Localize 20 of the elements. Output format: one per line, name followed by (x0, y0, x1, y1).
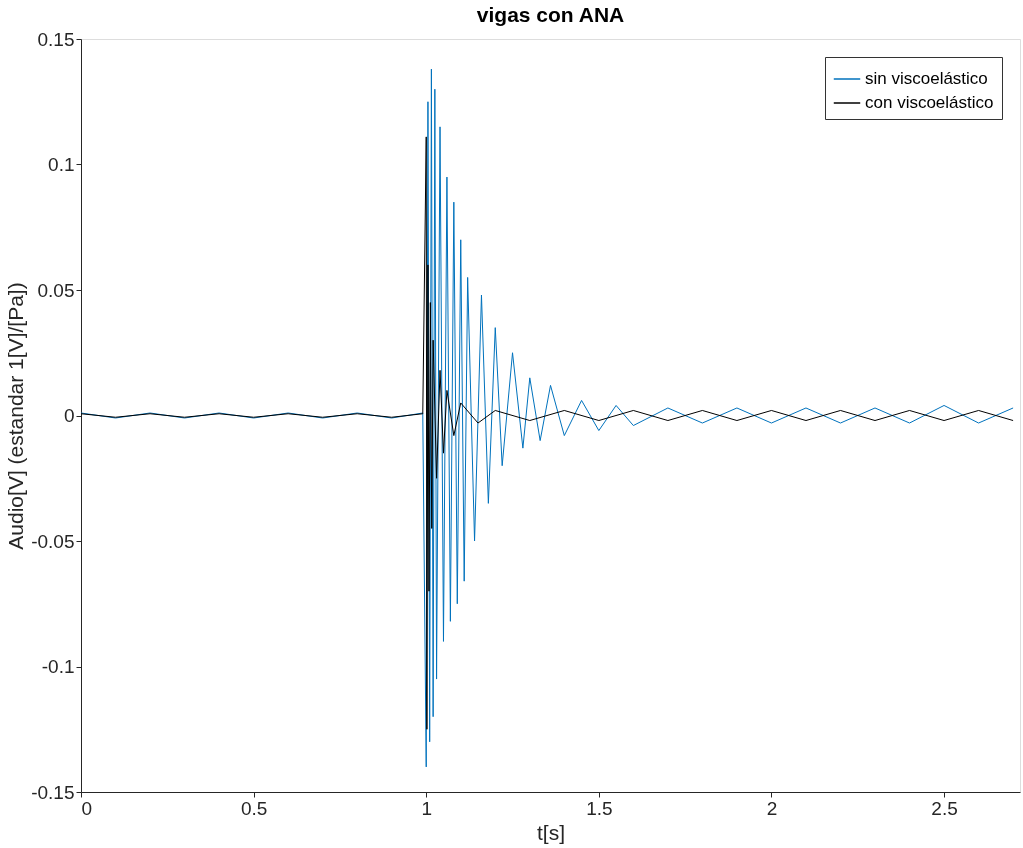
y-tick-label: 0.1 (48, 154, 75, 175)
x-tick-label: 0 (81, 797, 93, 819)
y-tick-label: -0.15 (31, 781, 75, 803)
chart-title: vigas con ANA (476, 3, 625, 26)
line-series (81, 68, 1014, 768)
x-tick-label: 2 (766, 797, 778, 819)
line-series (81, 136, 1014, 730)
x-axis-title: t[s] (536, 820, 566, 844)
y-tick-label: 0.05 (37, 279, 75, 301)
y-tick-label: -0.05 (31, 530, 75, 552)
legend-label: sin viscoelástico (865, 69, 988, 88)
y-tick-label: 0 (63, 405, 75, 426)
y-tick-label: 0.15 (37, 28, 75, 50)
y-axis-title: Audio[V] (estandar 1[V]/[Pa]) (4, 282, 28, 550)
x-tick-label: 0.5 (240, 797, 268, 819)
x-tick-label: 1.5 (586, 797, 613, 819)
x-tick-label: 1 (421, 797, 433, 819)
y-tick-label: -0.1 (41, 656, 75, 677)
legend-label: con viscoelástico (865, 93, 994, 112)
x-tick-label: 2.5 (931, 797, 958, 819)
